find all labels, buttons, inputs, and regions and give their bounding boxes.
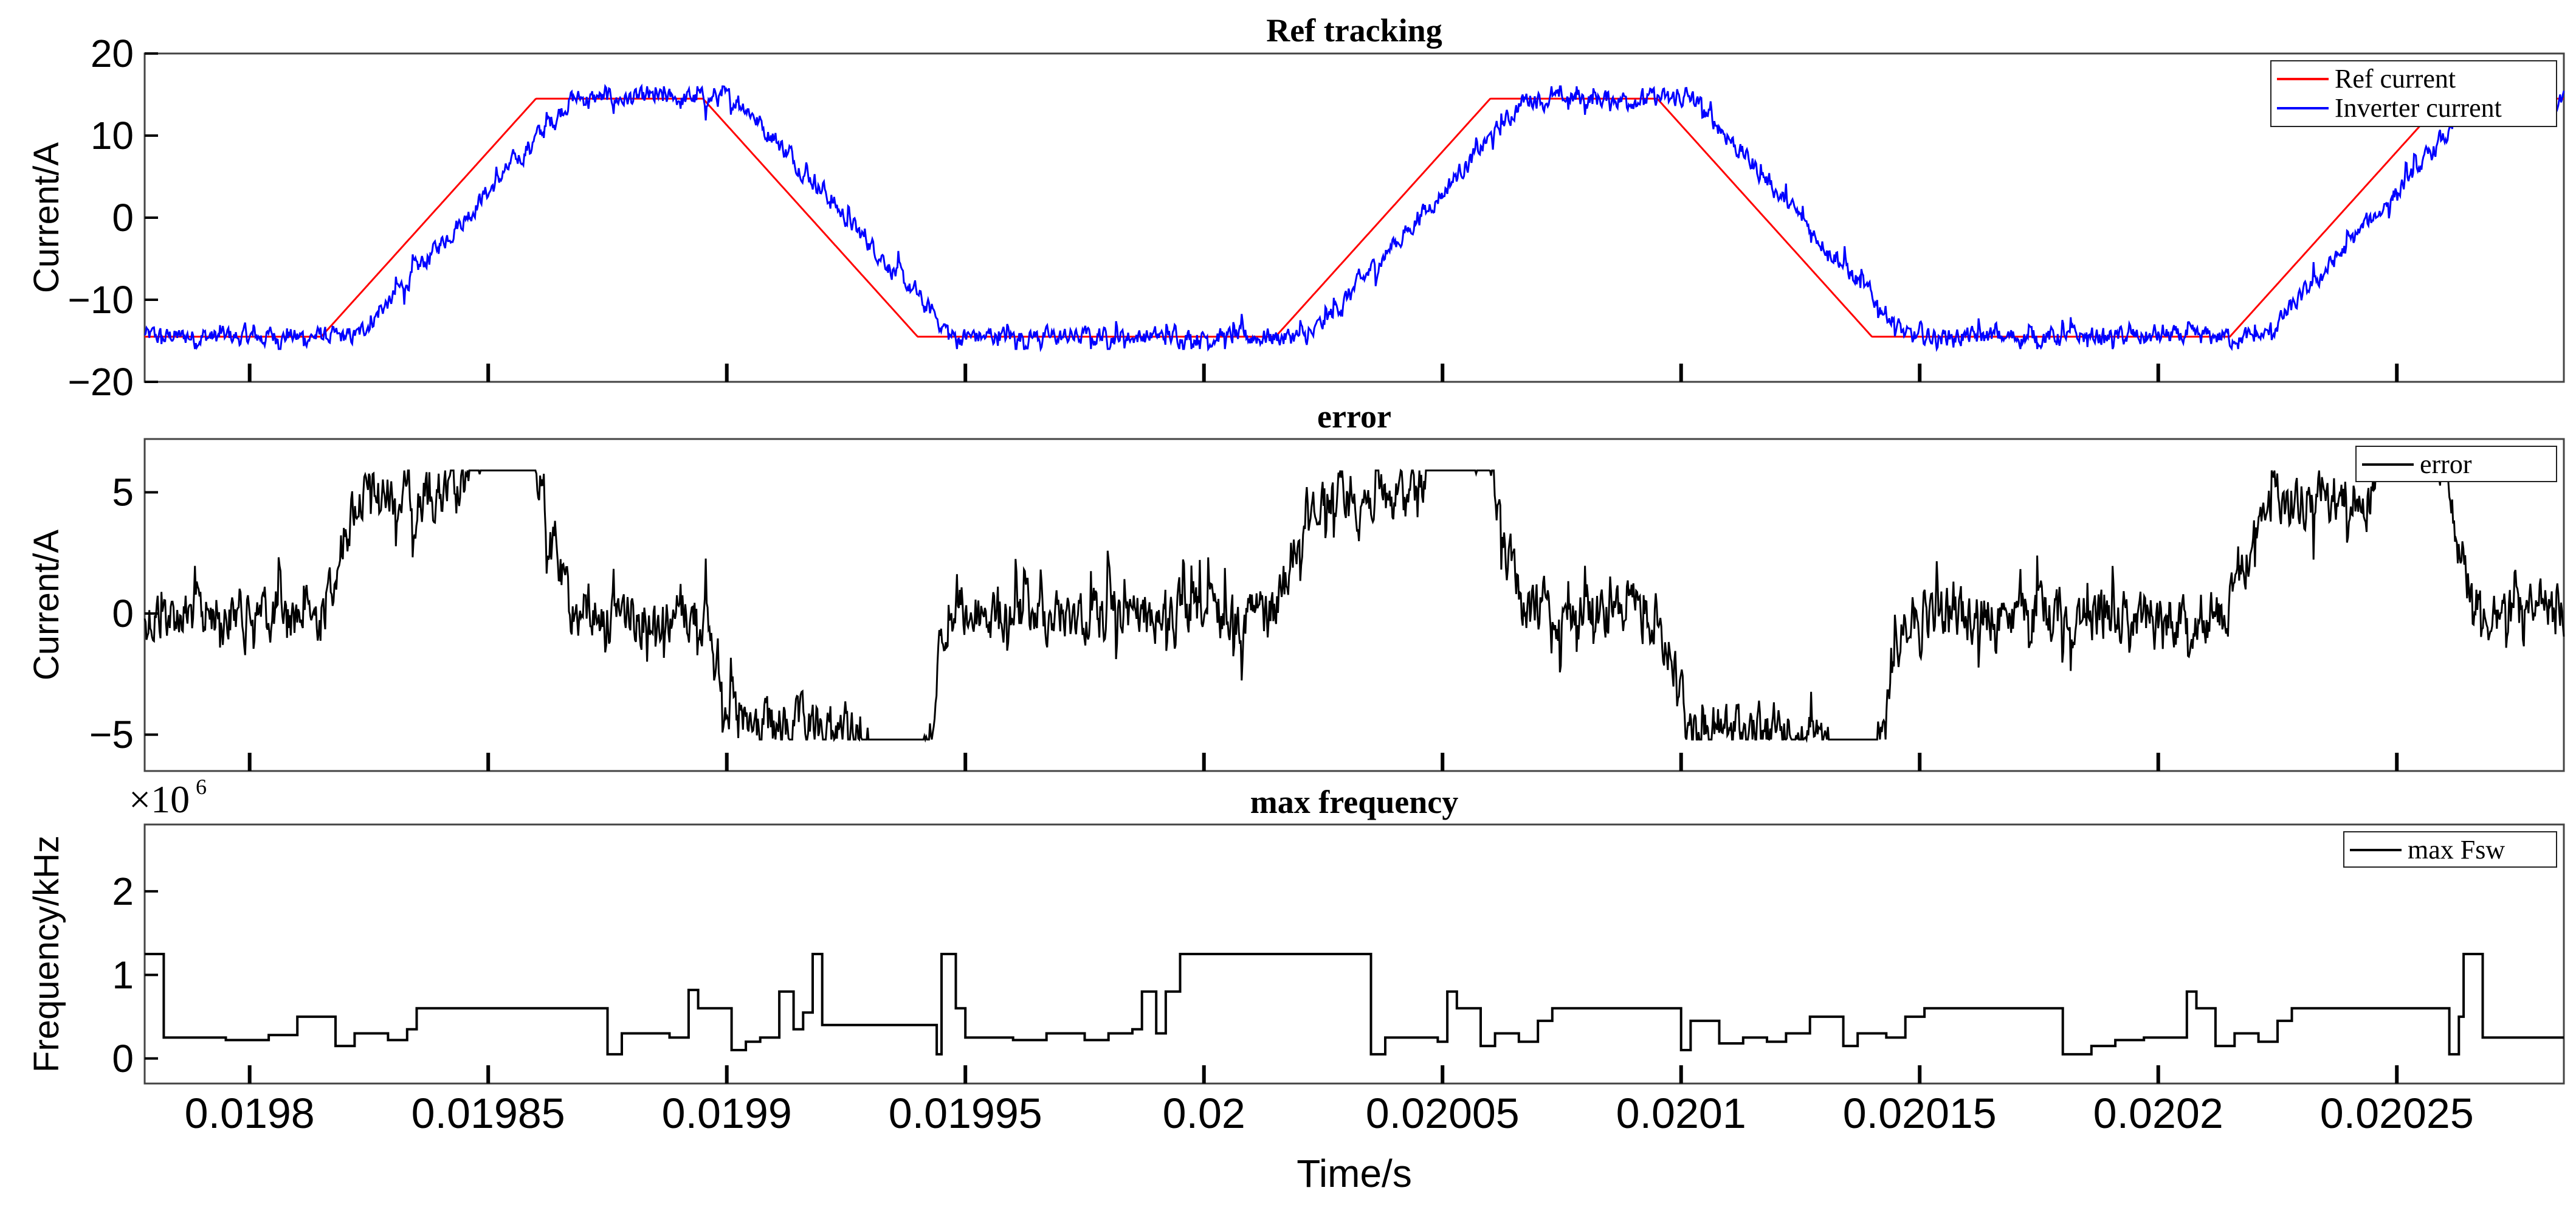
x-tick-label: 0.01995 (889, 1090, 1042, 1137)
y-tick-label: 20 (91, 32, 134, 75)
exponent-power: 6 (196, 775, 207, 799)
y-axis-label: Frequency/kHz (27, 835, 66, 1073)
plot-area-frame (143, 52, 2565, 383)
y-tick-label: −10 (67, 278, 134, 322)
panel-title: error (1317, 398, 1391, 435)
x-tick-label: 0.02 (1163, 1090, 1245, 1137)
ref-current-line (145, 97, 2564, 338)
legend-box (2270, 60, 2557, 127)
legend-label: max Fsw (2408, 835, 2505, 865)
y-tick-label: −5 (89, 713, 134, 756)
error-line (143, 468, 2565, 743)
x-axis-label: Time/s (1297, 1152, 1412, 1195)
max-frequency-panel: max frequency 0 1 2 Frequency/kHz ×10 6 0.0198 0… (27, 775, 2565, 1195)
x-tick-label: 0.02005 (1366, 1090, 1520, 1137)
legend-label: Ref current (2335, 64, 2456, 94)
error-panel: error −5 0 5 Current/A error (27, 398, 2565, 772)
x-tick-label: 0.02025 (2320, 1090, 2474, 1137)
inverter-current-line (143, 83, 2565, 353)
panel-title: max frequency (1250, 784, 1458, 820)
y-tick-label: 5 (112, 471, 134, 514)
exponent-label: ×10 (129, 778, 190, 821)
y-tick-label: 2 (112, 869, 134, 913)
x-tick-label: 0.0202 (2093, 1090, 2223, 1137)
plot-area-frame (143, 438, 2565, 772)
ref-tracking-panel: Ref tracking −20 −10 0 10 20 Current/A Ref curr… (27, 12, 2565, 404)
max-fsw-line (145, 953, 2564, 1056)
legend-label: error (2420, 449, 2472, 479)
y-tick-label: 0 (112, 196, 134, 240)
x-tick-label: 0.01985 (412, 1090, 565, 1137)
panel-title: Ref tracking (1266, 12, 1442, 49)
y-axis-label: Current/A (27, 530, 66, 681)
x-tick-label: 0.0199 (662, 1090, 792, 1137)
y-tick-label: 10 (91, 114, 134, 157)
y-tick-label: 1 (112, 953, 134, 997)
y-axis-label: Current/A (27, 142, 66, 294)
x-tick-label: 0.0198 (185, 1090, 315, 1137)
x-tick-label: 0.02015 (1843, 1090, 1997, 1137)
y-tick-label: 0 (112, 592, 134, 635)
y-tick-label: 0 (112, 1037, 134, 1080)
legend-label: Inverter current (2335, 93, 2502, 123)
x-tick-label: 0.0201 (1616, 1090, 1746, 1137)
y-tick-label: −20 (67, 360, 134, 404)
